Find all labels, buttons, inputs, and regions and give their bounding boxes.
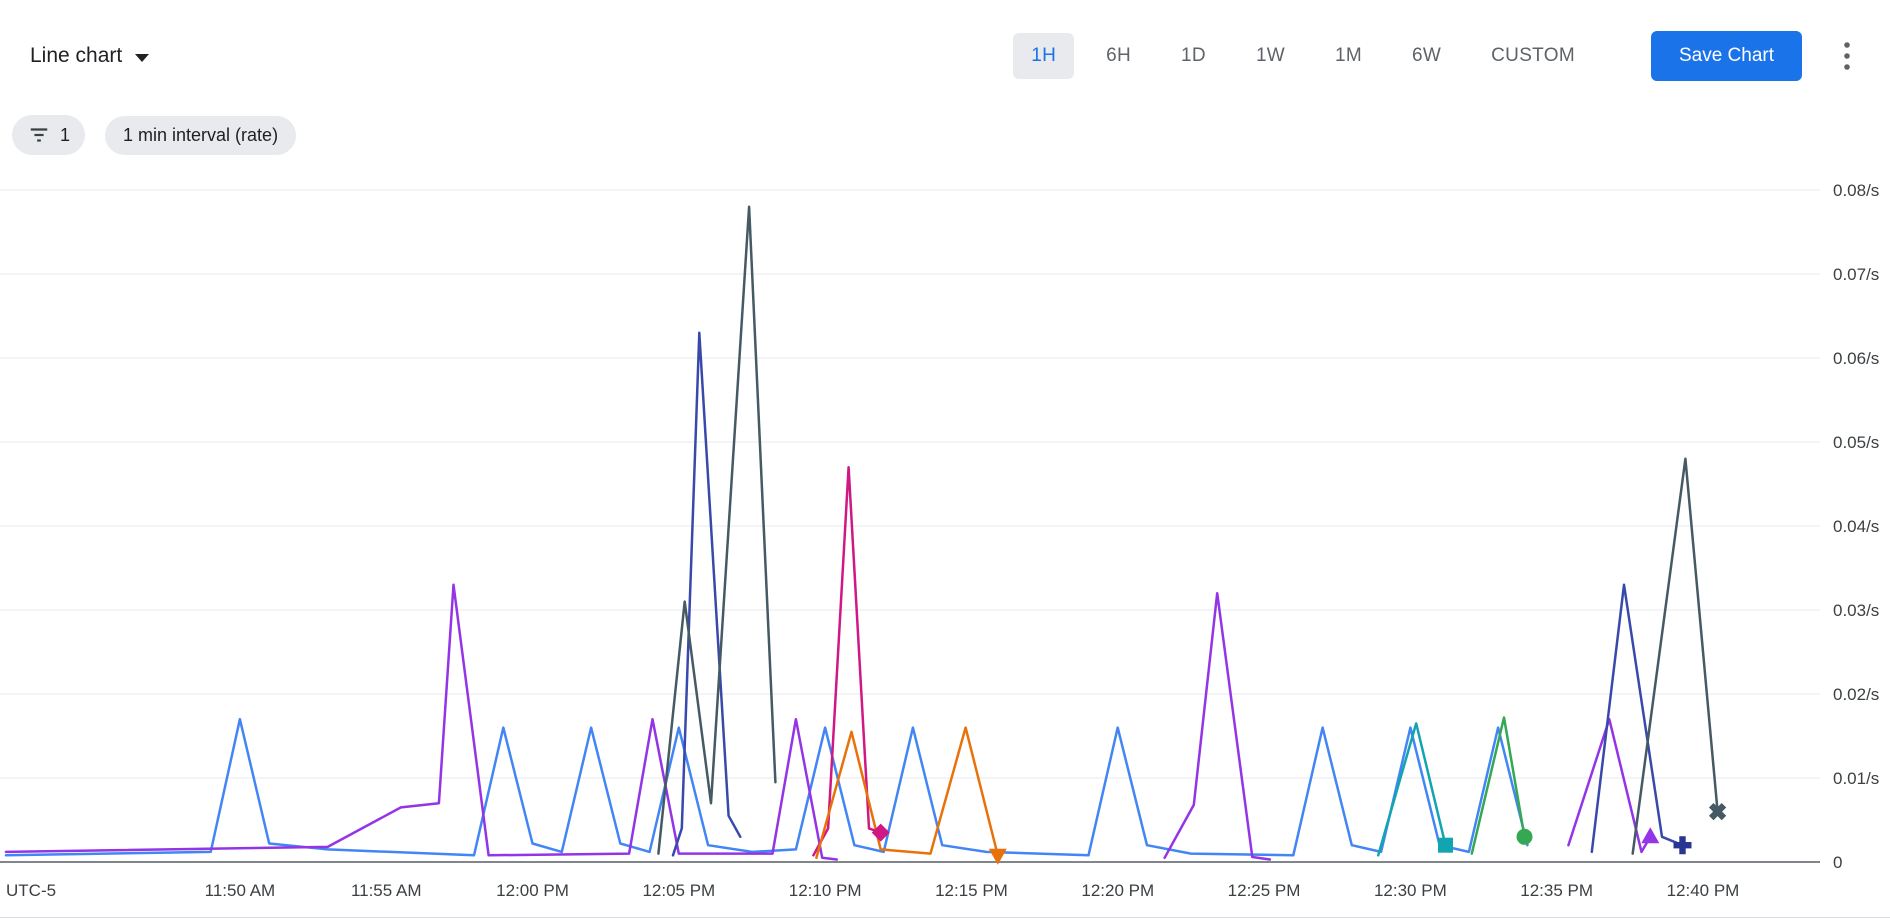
range-button-6h[interactable]: 6H [1088, 33, 1149, 79]
series-purple-end-marker-triangle-up [1641, 827, 1660, 844]
y-axis-label: 0 [1833, 853, 1842, 872]
series-green-end-marker-circle [1516, 828, 1533, 845]
time-range-group: 1H 6H 1D 1W 1M 6W CUSTOM [1013, 33, 1593, 79]
series-indigo-end-marker-plus [1673, 836, 1692, 855]
series-slate-end-marker-x [1708, 802, 1727, 821]
interval-chip[interactable]: 1 min interval (rate) [105, 115, 297, 155]
series-blue-line [4, 717, 1529, 857]
chart-area[interactable]: 0 0.01/s 0.02/s 0.03/s 0.04/s 0.05/s 0.06/s 0.0… [0, 158, 1890, 918]
range-button-1h[interactable]: 1H [1013, 33, 1075, 79]
range-button-custom[interactable]: CUSTOM [1473, 33, 1593, 79]
series-indigo-line [671, 331, 742, 857]
y-axis-label: 0.07/s [1833, 265, 1879, 284]
chart-type-selector[interactable]: Line chart [30, 44, 150, 68]
x-axis-label: 12:40 PM [1667, 881, 1740, 900]
series-orange-end-marker-triangle-down [988, 848, 1007, 865]
save-chart-button[interactable]: Save Chart [1650, 31, 1802, 81]
filter-count: 1 [60, 124, 71, 145]
y-axis-label: 0.02/s [1833, 685, 1879, 704]
chart-type-label: Line chart [30, 44, 123, 67]
x-axis-timezone-label: UTC-5 [6, 881, 56, 900]
kebab-menu-icon [1844, 42, 1850, 70]
series-slate-line [1631, 457, 1719, 855]
line-chart-svg[interactable]: 0 0.01/s 0.02/s 0.03/s 0.04/s 0.05/s 0.06/s 0.0… [0, 158, 1890, 918]
x-axis-label: 12:20 PM [1081, 881, 1154, 900]
y-axis-label: 0.04/s [1833, 517, 1879, 536]
filter-bar: 1 1 min interval (rate) [0, 112, 1890, 158]
series-teal-end-marker-square [1438, 837, 1453, 853]
y-axis-label: 0.06/s [1833, 349, 1879, 368]
series-magenta-line [812, 465, 882, 857]
series-purple-line [4, 583, 839, 861]
chart-toolbar: Line chart 1H 6H 1D 1W 1M 6W CUSTOM Save Chart [0, 0, 1890, 112]
y-axis-label: 0.01/s [1833, 769, 1879, 788]
x-axis-label: 12:25 PM [1228, 881, 1301, 900]
x-axis-label: 12:15 PM [935, 881, 1008, 900]
series-teal-line [1376, 722, 1447, 857]
y-axis-label: 0.08/s [1833, 181, 1879, 200]
x-axis-label: 12:35 PM [1520, 881, 1593, 900]
y-axis-label: 0.03/s [1833, 601, 1879, 620]
filter-chip[interactable]: 1 [12, 115, 86, 155]
series-purple-line [1163, 591, 1272, 861]
x-axis-label: 12:05 PM [642, 881, 715, 900]
x-axis-label: 12:00 PM [496, 881, 569, 900]
series-green-line [1470, 716, 1526, 855]
filter-list-icon [30, 128, 48, 142]
range-button-1d[interactable]: 1D [1163, 33, 1224, 79]
y-axis-label: 0.05/s [1833, 433, 1879, 452]
x-axis-label: 12:10 PM [789, 881, 862, 900]
range-button-1m[interactable]: 1M [1317, 33, 1380, 79]
range-button-1w[interactable]: 1W [1238, 33, 1303, 79]
series-slate-line [657, 205, 777, 855]
x-axis-label: 11:55 AM [351, 881, 422, 900]
range-button-6w[interactable]: 6W [1394, 33, 1459, 79]
series-magenta-end-marker-diamond [871, 823, 890, 842]
x-axis-label: 11:50 AM [205, 881, 276, 900]
series-purple-line [1567, 717, 1652, 854]
series-indigo-line [1590, 583, 1684, 854]
series-orange-line [815, 726, 1000, 860]
more-options-button[interactable] [1832, 35, 1862, 77]
chevron-down-icon [135, 54, 150, 62]
interval-label: 1 min interval (rate) [123, 124, 279, 145]
x-axis-label: 12:30 PM [1374, 881, 1447, 900]
